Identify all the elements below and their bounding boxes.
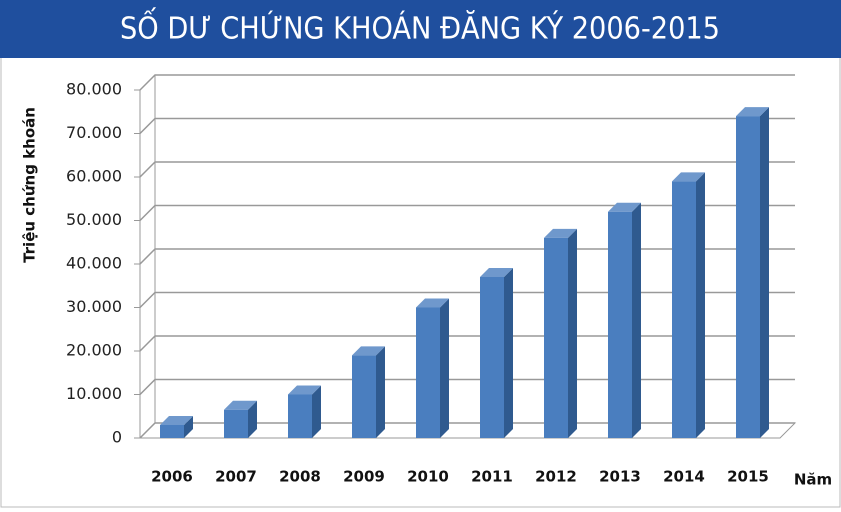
bar-face (608, 202, 641, 212)
grid-line (139, 74, 795, 91)
bar-face (544, 228, 577, 238)
x-tick-label: 2006 (151, 468, 193, 486)
bar-face (608, 211, 632, 438)
bar-face (736, 116, 760, 438)
grid-line (139, 161, 795, 178)
bar (288, 385, 321, 438)
bar-face (352, 355, 376, 438)
bar-face (568, 228, 577, 438)
y-tick-label: 30.000 (66, 297, 122, 316)
x-tick-label: 2010 (407, 468, 449, 486)
y-tick-label: 70.000 (66, 123, 122, 142)
bar (224, 400, 257, 438)
bar-face (352, 346, 385, 356)
bar-face (224, 400, 257, 410)
x-tick-label: 2007 (215, 468, 257, 486)
bar-face (480, 277, 504, 438)
y-tick-label: 10.000 (66, 384, 122, 403)
bar-face (672, 181, 696, 438)
bar-face (160, 424, 184, 438)
bar (608, 202, 641, 438)
bar-face (416, 298, 449, 308)
bar (416, 298, 449, 438)
bar-face (416, 307, 440, 438)
grid-line (139, 204, 795, 222)
grid-line (139, 422, 795, 439)
bar-face (184, 415, 193, 438)
x-axis-label: Năm (794, 471, 832, 489)
bar-face (288, 385, 321, 395)
bar (544, 228, 577, 438)
grid-line (139, 248, 795, 265)
bar (672, 172, 705, 438)
bar-face (376, 346, 385, 438)
title-bar (0, 0, 841, 58)
bar-face (224, 409, 248, 438)
bar-face (288, 394, 312, 438)
y-tick-label: 20.000 (66, 341, 122, 360)
bar-face (544, 237, 568, 438)
chart-title: SỐ DƯ CHỨNG KHOÁN ĐĂNG KÝ 2006-2015 (120, 7, 720, 47)
bar-face (312, 385, 321, 438)
bar-face (672, 172, 705, 182)
y-tick-label: 40.000 (66, 254, 122, 273)
bar-face (160, 415, 193, 425)
bar (736, 107, 769, 438)
x-tick-label: 2012 (535, 468, 577, 486)
bar-face (760, 107, 769, 438)
bar (352, 346, 385, 438)
grid-line (139, 378, 795, 396)
x-tick-label: 2013 (599, 468, 641, 486)
bar-face (632, 202, 641, 438)
bar-face (504, 268, 513, 438)
x-tick-label: 2015 (727, 468, 769, 486)
bar-face (440, 298, 449, 438)
y-axis-label: Triệu chứng khoán (21, 107, 39, 263)
y-tick-label: 50.000 (66, 210, 122, 229)
x-tick-label: 2014 (663, 468, 705, 486)
bar-face (696, 172, 705, 438)
x-tick-label: 2008 (279, 468, 321, 486)
y-tick-label: 0 (112, 428, 122, 447)
x-tick-label: 2009 (343, 468, 385, 486)
y-tick-label: 80.000 (66, 80, 122, 99)
bar-face (480, 268, 513, 278)
x-tick-label: 2011 (471, 468, 513, 486)
grid-line (139, 117, 795, 135)
bar-face (736, 107, 769, 117)
bar (160, 415, 193, 438)
y-tick-label: 60.000 (66, 167, 122, 186)
grid-line (139, 291, 795, 309)
bar-face (248, 400, 257, 438)
grid-line (139, 335, 795, 352)
bar (480, 268, 513, 438)
